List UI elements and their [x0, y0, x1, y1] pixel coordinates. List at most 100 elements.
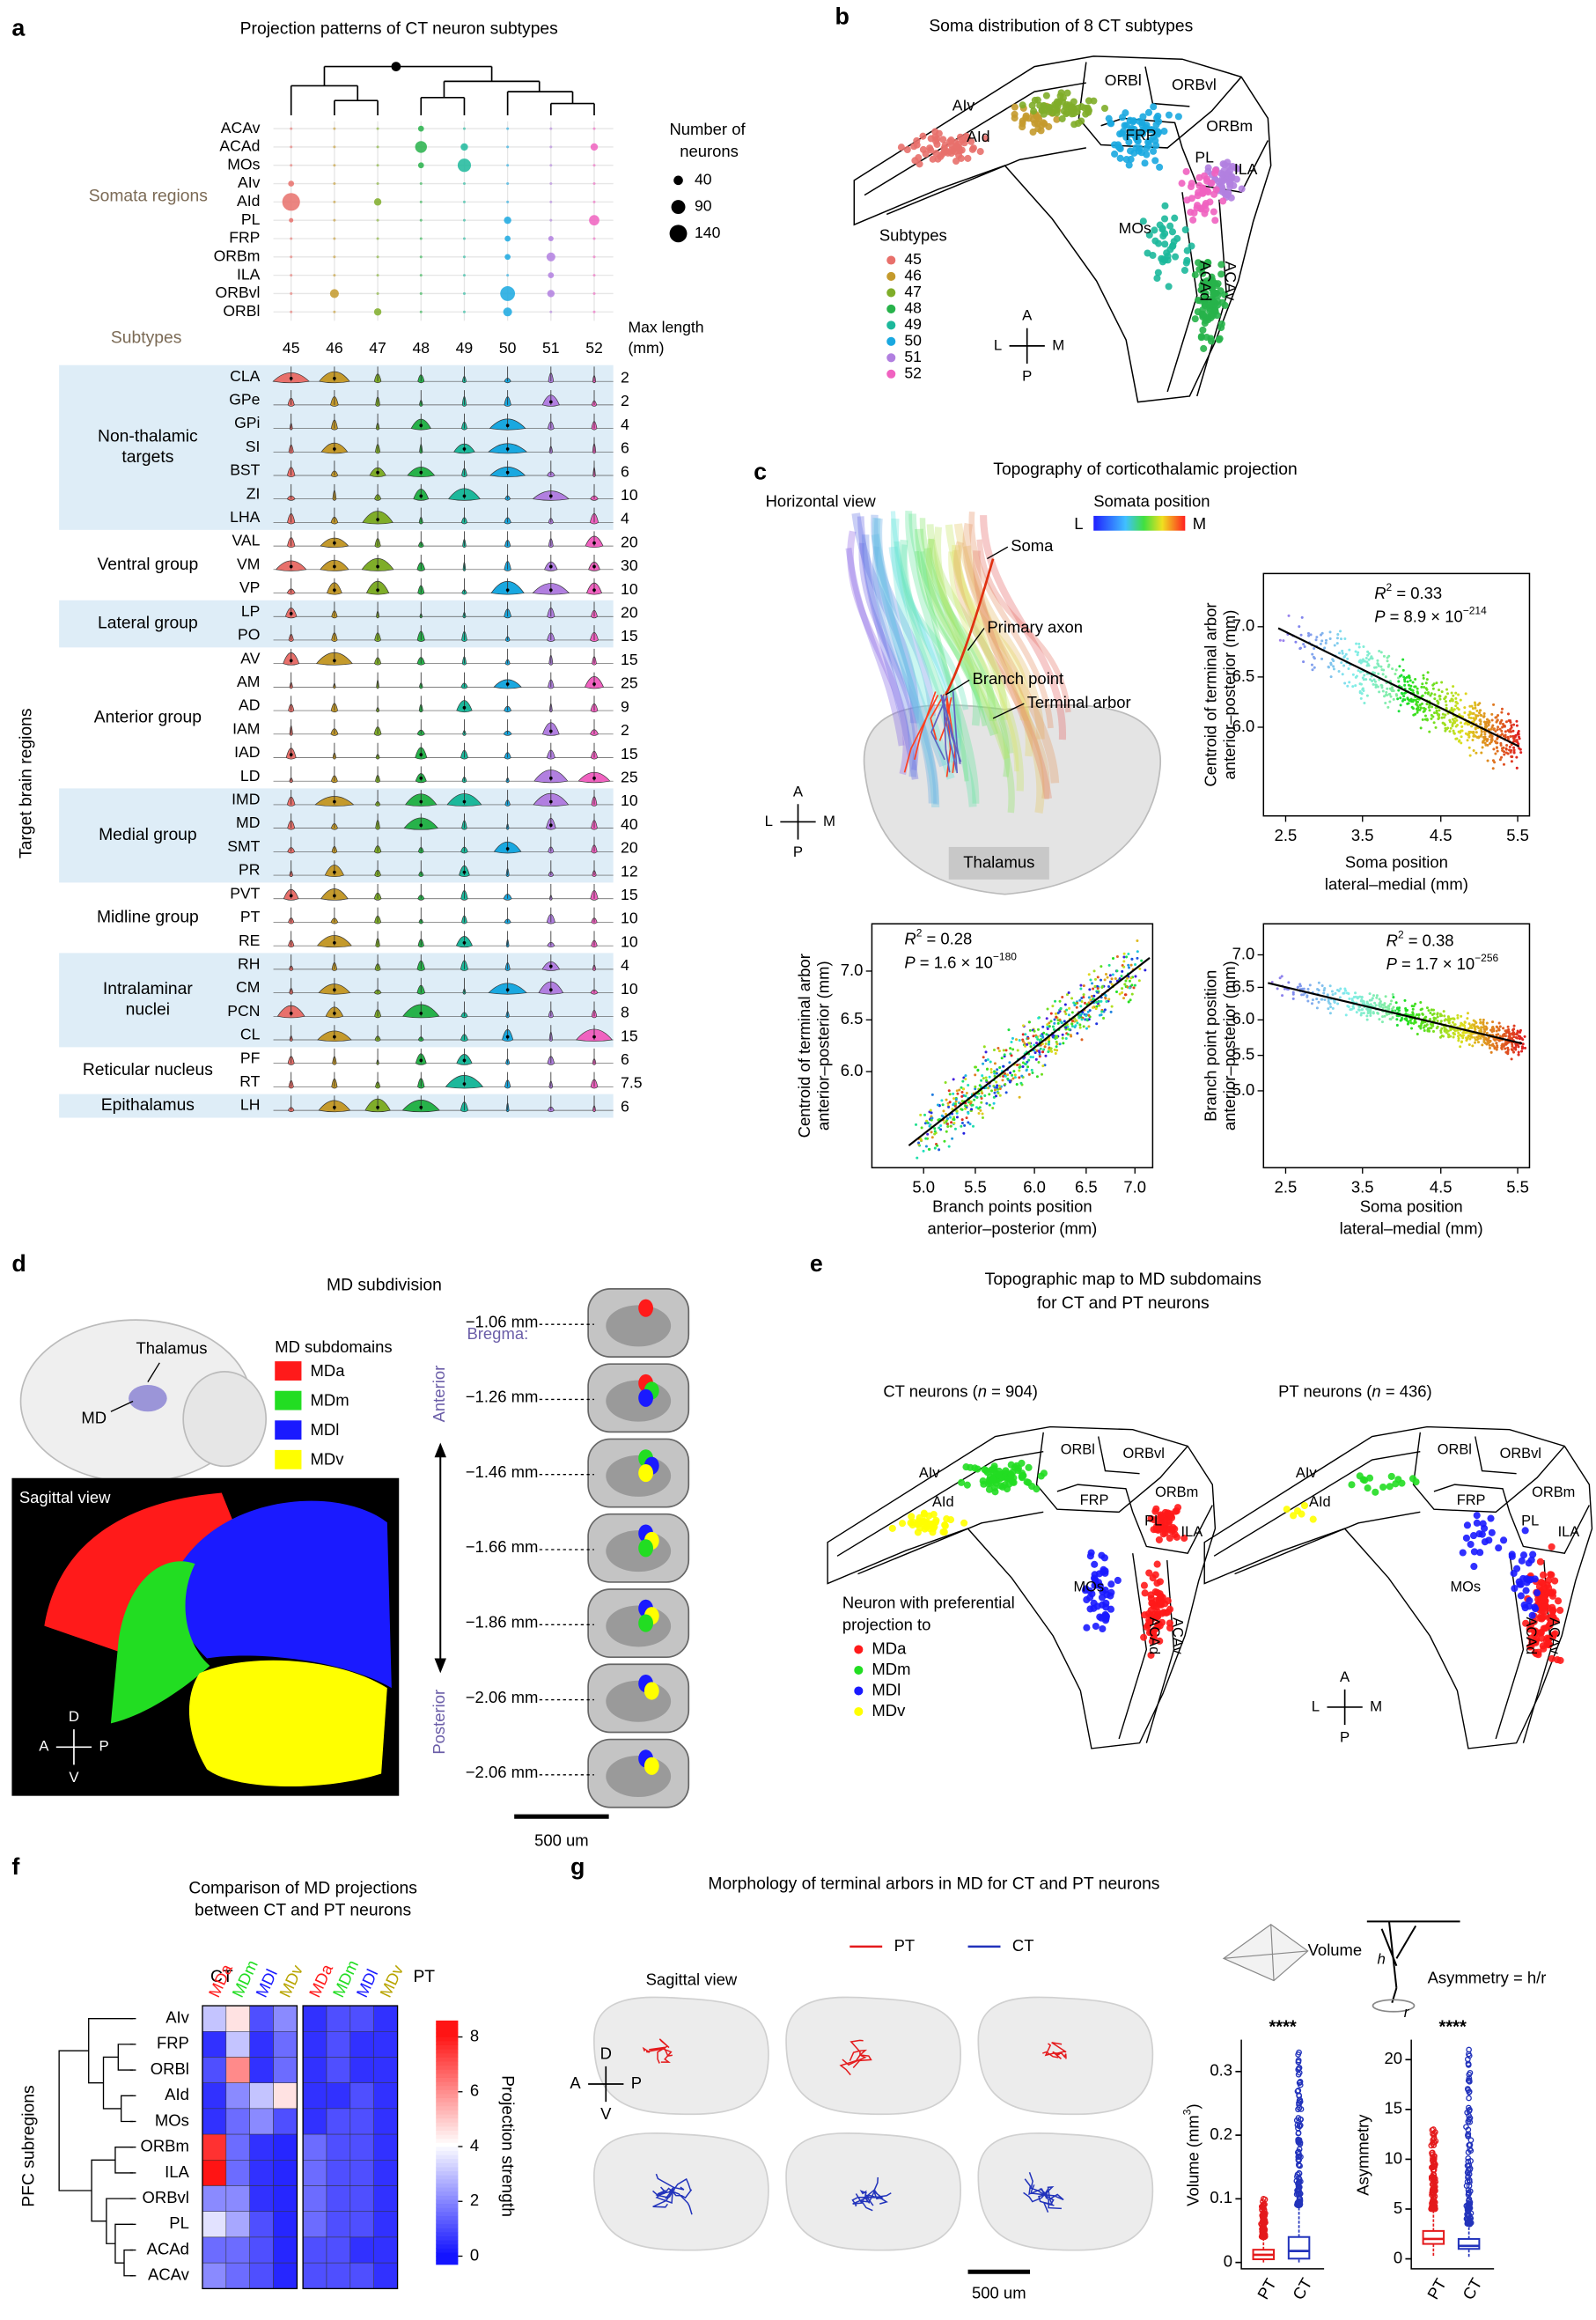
- soma-dot: [549, 310, 553, 313]
- scatter-point: [1358, 670, 1362, 674]
- soma: [939, 136, 947, 144]
- scatter-point: [1315, 998, 1319, 1001]
- scatter-point: [1093, 984, 1097, 988]
- scatter-point: [1050, 1050, 1054, 1053]
- scatter-point: [1430, 692, 1433, 696]
- scatter-point: [1510, 724, 1513, 727]
- axon-arbor: [930, 694, 945, 740]
- scatter-point: [1431, 705, 1434, 709]
- soma: [1535, 1582, 1543, 1591]
- scatter-point: [1053, 1021, 1056, 1025]
- scatter-point: [1354, 684, 1357, 688]
- scatter-point: [1461, 1031, 1465, 1035]
- region-label: MOs: [1451, 1580, 1482, 1595]
- scatter-point: [1389, 695, 1393, 698]
- target-region: VM: [237, 555, 260, 572]
- scatter-point: [1463, 706, 1467, 710]
- panel-title: between CT and PT neurons: [195, 1902, 411, 1920]
- heatmap-cell: [349, 2236, 374, 2264]
- scatter-point: [1498, 758, 1502, 762]
- max-length: 4: [621, 416, 629, 433]
- scatter-point: [1329, 1005, 1333, 1009]
- soma: [1083, 1624, 1091, 1631]
- scatter-point: [1034, 1035, 1038, 1039]
- x-tick-label: 4.5: [1430, 826, 1453, 844]
- scatter-point: [1066, 1033, 1070, 1036]
- scatter-point: [1410, 1027, 1414, 1030]
- axon-fiber: [926, 524, 1008, 720]
- scatter-point: [1501, 748, 1504, 752]
- scatter-point: [1427, 691, 1431, 695]
- soma: [1091, 1560, 1099, 1568]
- soma: [1199, 326, 1207, 334]
- dendrogram: [117, 2044, 134, 2071]
- colorbar-step: [436, 2134, 459, 2140]
- y-tick-label: 7.0: [1232, 944, 1255, 962]
- scatter-point: [1473, 718, 1476, 722]
- scatter-point: [995, 1080, 998, 1084]
- scatter-point: [1294, 640, 1298, 644]
- scatter-point: [1355, 642, 1358, 645]
- soma-dot: [376, 274, 379, 277]
- soma: [922, 150, 930, 158]
- scatter-point: [1399, 703, 1402, 707]
- soma-dot: [419, 255, 423, 259]
- region-label: AIv: [1296, 1465, 1317, 1481]
- scatter-point: [1506, 1025, 1510, 1028]
- slice-md-patch: [638, 1388, 653, 1407]
- column-label: Max length: [628, 318, 703, 335]
- legend-label: MDm: [311, 1390, 349, 1409]
- scatter-point: [1413, 685, 1416, 689]
- scatter-point: [1392, 697, 1395, 701]
- scatter-point: [1481, 740, 1484, 744]
- scatter-point: [949, 1116, 952, 1119]
- scatter-point: [998, 1087, 1002, 1091]
- target-region: SI: [246, 438, 261, 455]
- scatter-point: [1049, 1047, 1053, 1050]
- scatter-point: [1416, 687, 1419, 690]
- scatter-point: [1397, 689, 1401, 692]
- soma: [1556, 1656, 1564, 1664]
- scatter-point: [1493, 761, 1497, 764]
- significance: ****: [1269, 2018, 1296, 2037]
- scatter-point: [1415, 703, 1418, 706]
- heatmap-cell: [326, 2236, 351, 2264]
- axon-fiber: [890, 518, 955, 780]
- scatter-point: [1468, 711, 1472, 714]
- text-part: R: [1386, 931, 1398, 949]
- soma: [932, 137, 940, 145]
- scatter-point: [1455, 718, 1459, 722]
- scatter-point: [930, 1093, 934, 1096]
- scatter-point: [1107, 998, 1111, 1001]
- scatter-point: [1365, 1018, 1369, 1021]
- soma-dot: [333, 182, 336, 186]
- scatter-point: [1332, 665, 1335, 668]
- max-length: 10: [621, 792, 638, 809]
- soma: [1508, 1552, 1516, 1560]
- soma: [1178, 180, 1186, 188]
- scatter-point: [1506, 712, 1511, 716]
- scatter-point: [1079, 987, 1083, 991]
- colorbar-step: [436, 2117, 459, 2123]
- scatter-point: [1002, 1064, 1005, 1068]
- scatter-point: [947, 1089, 951, 1093]
- scatter-point: [1437, 718, 1440, 721]
- scatter-point: [1503, 753, 1506, 756]
- scatter-point: [1401, 1016, 1404, 1020]
- heatmap-cell: [273, 2031, 298, 2058]
- scatter-point: [1298, 625, 1301, 629]
- soma: [1487, 1514, 1495, 1522]
- scatter-point: [1473, 1036, 1476, 1040]
- text-part: = 0.33: [1392, 584, 1442, 602]
- max-length: 15: [621, 1027, 638, 1044]
- heatmap-cell: [202, 2133, 227, 2161]
- scatter-point: [1100, 1013, 1103, 1017]
- scatter-point: [1054, 999, 1057, 1003]
- scatter-point: [1114, 976, 1117, 980]
- scatter-point: [1404, 1017, 1408, 1020]
- scatter-point: [1334, 991, 1337, 995]
- slice-interior: [606, 1756, 672, 1798]
- scatter-point: [1491, 1042, 1495, 1046]
- scatter-point: [1095, 1022, 1099, 1026]
- soma-dot: [419, 200, 423, 203]
